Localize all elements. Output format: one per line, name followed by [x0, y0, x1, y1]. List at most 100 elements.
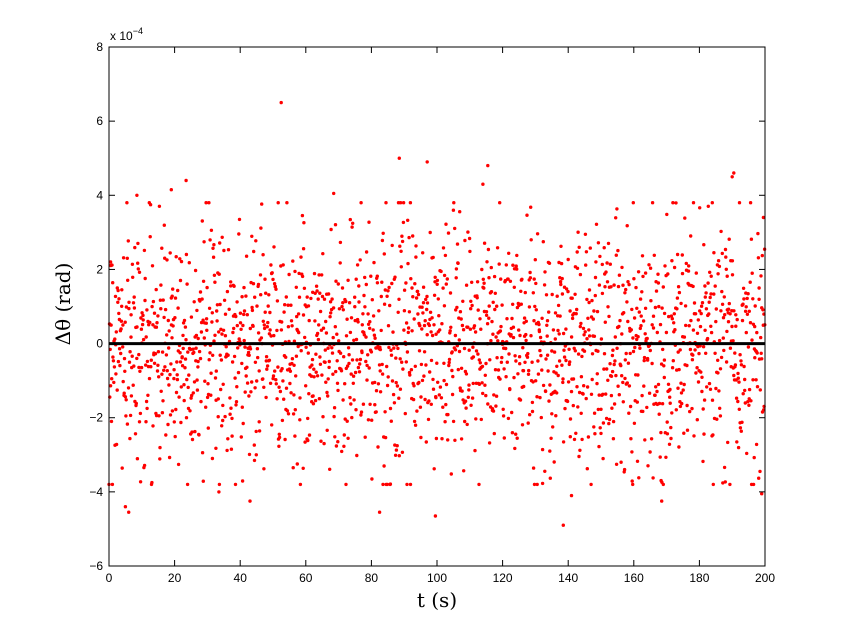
data-point: [115, 388, 119, 392]
data-point: [689, 234, 693, 238]
data-point: [402, 309, 407, 313]
data-point: [240, 479, 245, 483]
data-point: [733, 363, 738, 367]
data-point: [197, 349, 202, 354]
data-point: [557, 359, 562, 363]
data-point: [438, 385, 443, 389]
data-point: [561, 440, 566, 444]
data-point: [356, 320, 360, 324]
data-point: [631, 482, 635, 487]
data-point: [180, 364, 185, 368]
data-point: [242, 338, 246, 343]
data-point: [449, 472, 453, 476]
data-point: [379, 328, 383, 333]
data-point: [470, 396, 475, 400]
data-point: [691, 353, 695, 357]
data-point: [567, 347, 571, 351]
data-point: [714, 307, 718, 311]
data-point: [718, 406, 722, 410]
data-point: [468, 249, 472, 254]
data-point: [349, 402, 353, 406]
data-point: [606, 378, 610, 382]
data-point: [599, 407, 603, 411]
data-point: [155, 369, 160, 373]
data-point: [584, 396, 588, 401]
data-point: [188, 409, 192, 413]
data-point: [484, 310, 489, 314]
data-point: [307, 392, 311, 396]
data-point: [189, 315, 194, 319]
data-point: [120, 466, 124, 470]
data-point: [437, 314, 441, 318]
data-point: [450, 368, 454, 373]
data-point: [165, 333, 169, 337]
data-point: [210, 456, 215, 461]
data-point: [259, 226, 263, 230]
data-point: [730, 273, 735, 277]
data-point: [289, 303, 293, 307]
data-point: [306, 304, 311, 308]
data-point: [631, 336, 635, 340]
data-point: [564, 287, 569, 291]
data-point: [404, 321, 409, 325]
data-point: [754, 442, 759, 447]
data-point: [494, 404, 498, 408]
data-point: [310, 363, 314, 367]
data-point: [756, 256, 761, 260]
data-point: [421, 301, 426, 305]
data-point: [268, 328, 272, 332]
data-point: [259, 336, 264, 340]
data-point: [250, 234, 254, 238]
data-point: [504, 346, 508, 351]
data-point: [518, 333, 522, 338]
data-point: [608, 262, 612, 266]
data-point: [461, 328, 466, 332]
data-point: [489, 265, 493, 270]
data-point: [739, 359, 743, 363]
data-point: [563, 344, 567, 348]
data-point: [745, 451, 749, 456]
data-point: [333, 325, 337, 329]
data-point: [543, 469, 547, 473]
data-point: [287, 272, 291, 277]
data-point: [245, 381, 250, 385]
data-point: [229, 280, 233, 284]
data-point: [501, 414, 506, 418]
data-point: [202, 336, 206, 340]
data-point: [326, 394, 330, 398]
data-point: [583, 330, 587, 334]
data-point: [121, 323, 125, 327]
data-point: [660, 306, 664, 310]
data-point: [255, 304, 259, 308]
data-point: [313, 291, 317, 295]
data-point: [432, 467, 436, 471]
data-point: [114, 372, 118, 376]
data-point: [322, 297, 327, 301]
data-point: [482, 281, 486, 285]
data-point: [540, 447, 545, 452]
data-point: [761, 308, 765, 312]
data-point: [369, 274, 373, 278]
data-point: [676, 350, 680, 354]
data-point: [559, 261, 564, 266]
data-point: [748, 280, 752, 284]
data-point: [427, 399, 431, 403]
data-point: [691, 284, 695, 289]
data-point: [381, 231, 385, 235]
data-point: [467, 383, 471, 387]
data-point: [698, 309, 702, 313]
data-point: [538, 395, 542, 400]
data-point: [170, 409, 175, 413]
data-point: [403, 411, 407, 416]
data-point: [587, 334, 592, 338]
data-point: [418, 323, 422, 328]
data-point: [324, 331, 329, 335]
data-point: [531, 380, 535, 384]
data-point: [467, 236, 472, 241]
data-point: [307, 318, 311, 323]
data-point: [174, 407, 178, 412]
data-point: [340, 449, 344, 454]
data-point: [705, 385, 709, 389]
data-point: [111, 281, 115, 285]
data-point: [338, 261, 342, 265]
